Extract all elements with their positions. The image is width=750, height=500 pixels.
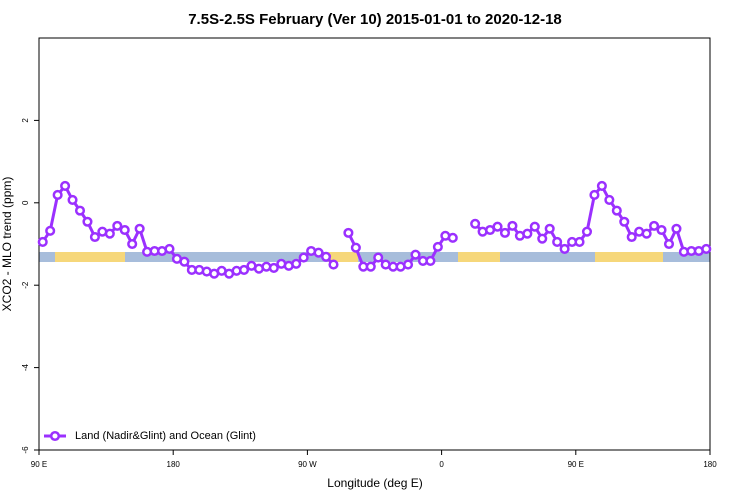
data-point (649, 220, 660, 231)
data-point (403, 259, 414, 270)
data-point (522, 228, 533, 239)
data-point (641, 228, 652, 239)
data-point (492, 221, 503, 232)
x-tick-label: 90 E (31, 460, 47, 469)
x-tick-label: 90 W (298, 460, 317, 469)
x-tick-label: 90 E (568, 460, 584, 469)
data-point (119, 224, 130, 236)
data-point (60, 180, 71, 191)
data-point (529, 221, 540, 232)
data-point (611, 205, 622, 216)
plot-frame (38, 37, 711, 451)
data-point (373, 252, 384, 263)
data-point (619, 216, 630, 227)
data-point (104, 228, 115, 239)
data-point (507, 220, 518, 231)
data-point (320, 251, 332, 262)
data-point (432, 241, 443, 252)
data-point (701, 243, 712, 254)
y-axis-label: XCO2 - MLO trend (ppm) (0, 177, 14, 312)
data-point (559, 243, 570, 254)
x-tick-label: 180 (703, 460, 717, 469)
data-point (544, 223, 555, 234)
land-patch (328, 252, 358, 262)
data-point (589, 189, 600, 201)
data-point (499, 227, 511, 238)
data-point (164, 243, 175, 254)
data-point (112, 220, 123, 231)
data-point (127, 238, 138, 250)
data-point (74, 205, 86, 216)
data-point (89, 231, 100, 243)
land-patch (55, 252, 125, 262)
data-point (268, 262, 279, 273)
data-point (238, 264, 250, 276)
x-axis-label: Longitude (deg E) (327, 476, 422, 490)
x-tick-label: 0 (439, 460, 444, 469)
data-point (343, 227, 354, 238)
data-point (298, 252, 309, 263)
y-tick-label: -6 (21, 446, 30, 454)
data-point (45, 225, 56, 236)
y-tick-label: 2 (21, 118, 30, 123)
data-point (37, 236, 48, 247)
data-point (179, 256, 190, 267)
data-point (470, 218, 481, 229)
land-patch (595, 252, 663, 262)
data-point (574, 236, 585, 247)
legend-marker (49, 430, 61, 442)
data-point (671, 223, 682, 234)
data-point (604, 194, 615, 205)
land-patch (458, 252, 500, 262)
data-point (581, 226, 593, 237)
data-point (328, 259, 339, 270)
data-point (552, 236, 563, 247)
data-point (656, 224, 667, 236)
chart-title: 7.5S-2.5S February (Ver 10) 2015-01-01 t… (188, 11, 562, 28)
data-point (626, 231, 637, 243)
data-point (663, 238, 675, 250)
data-point (350, 242, 361, 253)
data-point (291, 258, 302, 269)
y-tick-label: 0 (21, 200, 30, 205)
data-point (425, 255, 436, 266)
y-tick-label: -2 (21, 281, 30, 289)
data-point (82, 216, 93, 227)
data-point (410, 249, 421, 260)
y-tick-label: -4 (21, 363, 30, 371)
data-point (365, 261, 376, 272)
data-point (134, 223, 145, 234)
data-point (52, 189, 63, 201)
data-point (447, 232, 458, 243)
data-point (313, 247, 324, 258)
data-point (537, 233, 548, 244)
data-point (67, 194, 78, 205)
data-point (596, 180, 607, 191)
legend-label: Land (Nadir&Glint) and Ocean (Glint) (75, 430, 256, 442)
x-tick-label: 180 (167, 460, 181, 469)
